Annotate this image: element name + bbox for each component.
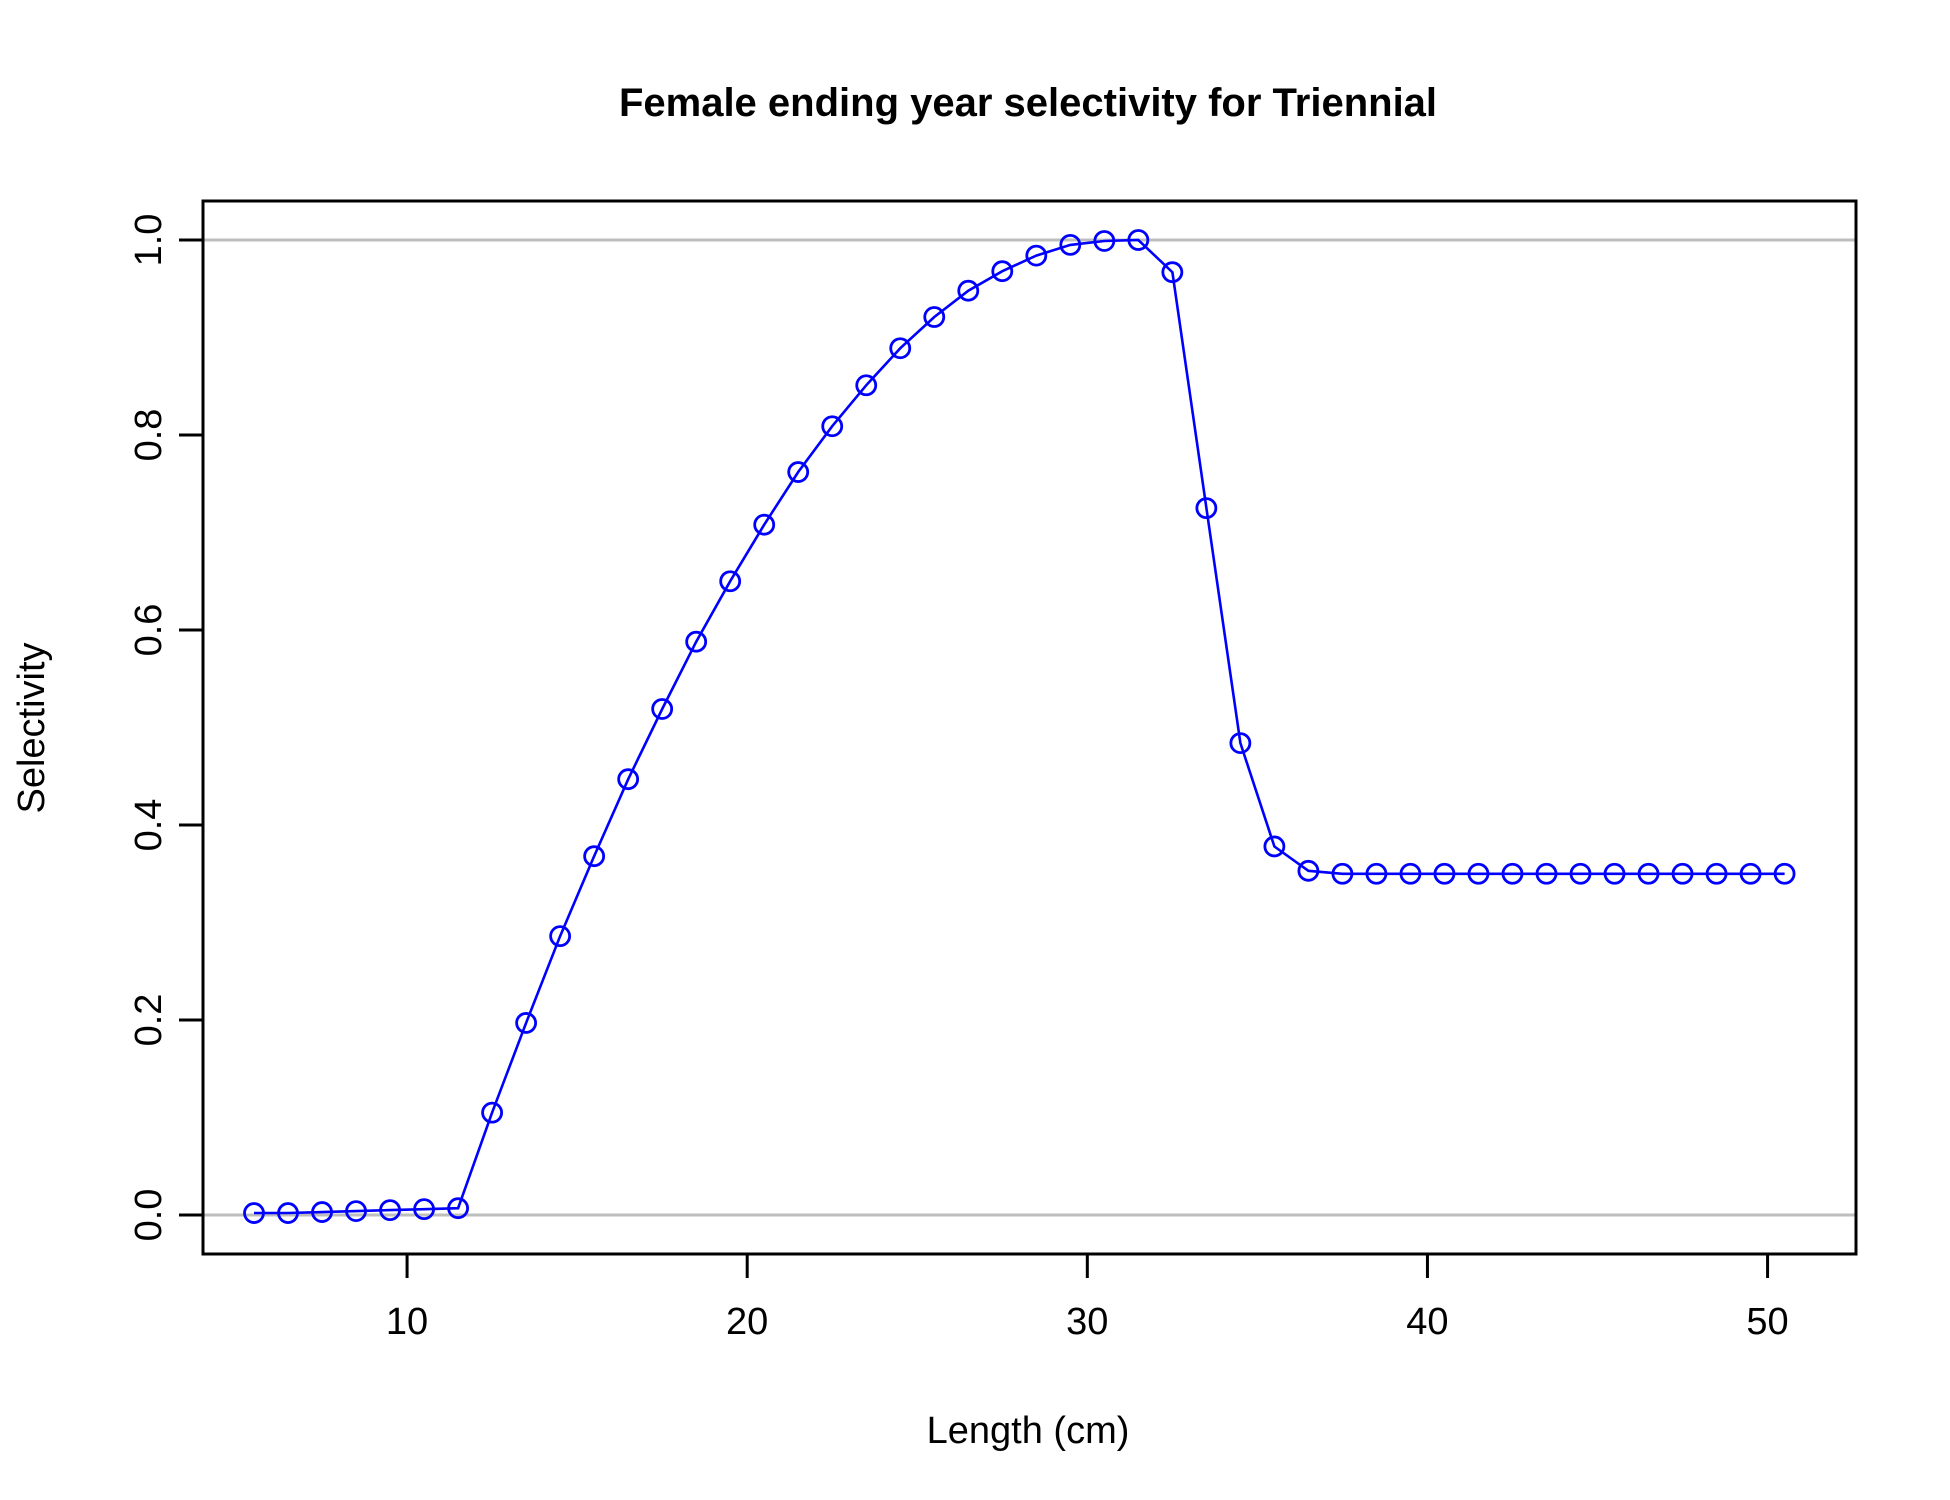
data-point — [447, 1197, 469, 1220]
data-point — [957, 279, 980, 302]
y-tick-label: 0.8 — [128, 409, 170, 462]
data-point — [889, 337, 912, 360]
plot-frame — [201, 199, 1858, 1256]
data-point — [1705, 862, 1728, 885]
data-point — [277, 1202, 299, 1224]
data-point — [549, 925, 572, 948]
data-point — [1297, 859, 1320, 882]
chart-title: Female ending year selectivity for Trien… — [619, 81, 1437, 125]
y-tick-label: 0.0 — [128, 1189, 170, 1242]
x-axis-label: Length (cm) — [927, 1410, 1130, 1452]
data-point — [1331, 862, 1354, 885]
data-point — [379, 1199, 401, 1222]
data-points — [243, 229, 1796, 1224]
data-point — [1059, 233, 1082, 256]
data-point — [1127, 229, 1150, 251]
y-tick-label: 0.4 — [128, 799, 170, 852]
data-point — [1195, 497, 1218, 520]
data-point — [1161, 261, 1184, 284]
x-tick-label: 10 — [386, 1301, 428, 1343]
data-point — [481, 1101, 504, 1124]
data-point — [345, 1200, 367, 1222]
data-point — [1025, 244, 1048, 267]
data-point — [583, 845, 606, 868]
data-point — [651, 698, 674, 720]
data-point — [1229, 732, 1252, 754]
data-point — [1671, 862, 1694, 885]
data-point — [413, 1198, 435, 1221]
series-line — [254, 238, 1785, 1215]
data-point — [1535, 862, 1558, 885]
data-point — [991, 260, 1014, 283]
x-tick-label: 20 — [726, 1301, 768, 1343]
y-tick-label: 0.2 — [128, 994, 170, 1047]
y-axis: 0.0 0.2 0.4 0.6 0.8 1.0 — [128, 214, 205, 1242]
data-point — [1263, 835, 1286, 858]
data-point — [821, 415, 844, 438]
data-point — [311, 1201, 333, 1223]
data-point — [243, 1202, 265, 1224]
x-tick-label: 50 — [1746, 1301, 1788, 1343]
data-point — [1467, 862, 1490, 885]
data-point — [753, 513, 776, 536]
data-point — [1773, 862, 1796, 885]
y-tick-label: 0.6 — [128, 604, 170, 657]
data-point — [787, 461, 810, 483]
x-axis: 10 20 30 40 50 — [386, 1252, 1789, 1343]
x-tick-label: 40 — [1406, 1301, 1448, 1343]
data-point — [1501, 862, 1524, 885]
data-point — [923, 306, 946, 328]
data-point — [1093, 230, 1116, 252]
data-point — [1637, 862, 1660, 885]
y-axis-label: Selectivity — [11, 642, 53, 813]
data-point — [1399, 862, 1422, 885]
data-point — [719, 570, 742, 593]
reference-lines — [203, 238, 1856, 1217]
y-tick-label: 1.0 — [128, 214, 170, 267]
x-tick-label: 30 — [1066, 1301, 1108, 1343]
data-point — [1433, 862, 1456, 885]
series-line-group — [254, 238, 1785, 1215]
data-point — [515, 1012, 538, 1034]
data-point — [1569, 862, 1592, 885]
data-point — [1365, 862, 1388, 885]
data-point — [617, 768, 640, 791]
data-point — [685, 630, 708, 653]
data-point — [1603, 862, 1626, 885]
data-point — [1739, 862, 1762, 885]
data-point — [855, 374, 878, 397]
